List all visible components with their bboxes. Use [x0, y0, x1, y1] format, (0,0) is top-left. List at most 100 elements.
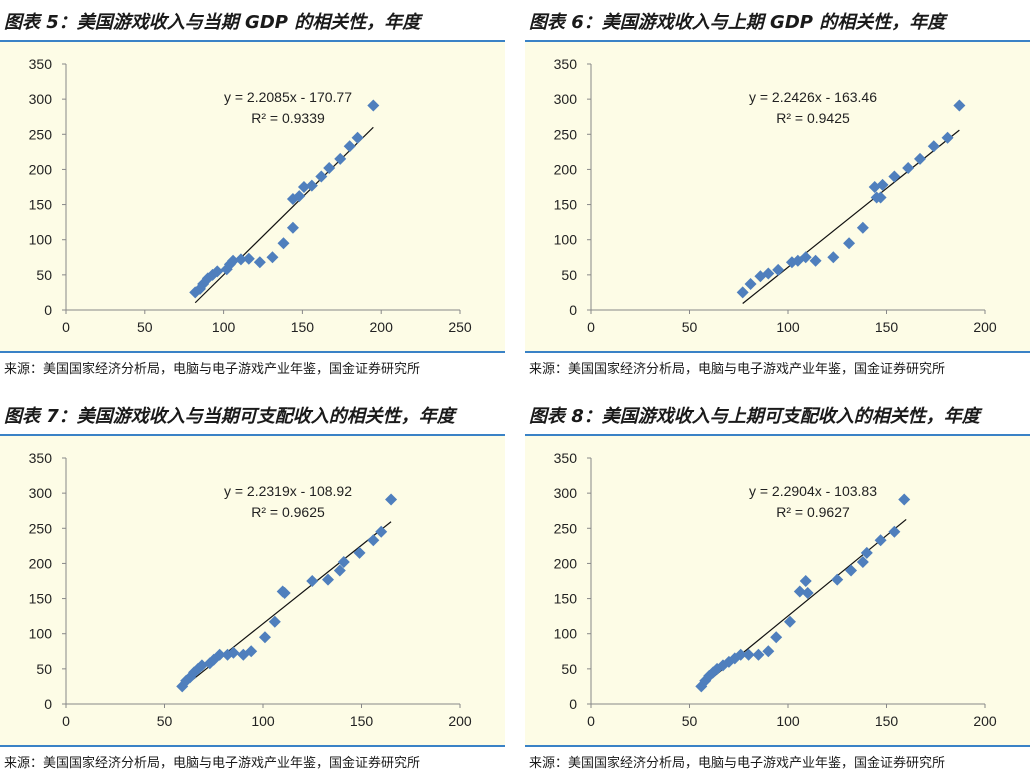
data-point: [253, 256, 266, 269]
scatter-chart: 0 50 100 150 200 250 300 350 0 50 100 150 200 y = 2.2…: [554, 56, 997, 335]
data-point: [367, 534, 380, 547]
data-point: [799, 251, 812, 264]
data-point: [927, 140, 940, 153]
data-point: [353, 546, 366, 559]
x-tick-label: 150: [875, 319, 899, 335]
data-point: [258, 631, 271, 644]
data-point: [793, 585, 806, 598]
x-tick-label: 150: [875, 713, 899, 729]
data-point: [752, 648, 765, 661]
data-point: [245, 645, 258, 658]
x-tick-label: 200: [973, 713, 997, 729]
data-point: [941, 131, 954, 144]
y-tick-label: 250: [29, 126, 53, 142]
plot-area: 0 50 100 150 200 250 300 350 0 50 100 150 200 250 y = …: [0, 42, 505, 351]
y-tick-label: 200: [29, 555, 53, 571]
scatter-chart: 0 50 100 150 200 250 300 350 0 50 100 150 200 y = 2.2…: [554, 450, 997, 729]
y-tick-label: 50: [561, 267, 577, 283]
source-rule: [525, 745, 1030, 747]
x-tick-label: 150: [350, 713, 374, 729]
data-point: [742, 648, 755, 661]
data-point: [315, 170, 328, 183]
x-tick-label: 0: [587, 713, 595, 729]
y-tick-label: 350: [554, 56, 578, 72]
data-point: [888, 170, 901, 183]
data-point: [268, 615, 281, 628]
trendline: [742, 129, 960, 304]
data-point: [242, 252, 255, 265]
data-point: [343, 140, 356, 153]
data-point: [385, 493, 398, 506]
data-point: [211, 265, 224, 278]
y-tick-label: 150: [29, 197, 53, 213]
y-tick-label: 250: [554, 126, 578, 142]
y-tick-label: 100: [29, 626, 53, 642]
data-point: [762, 645, 775, 658]
data-point: [728, 652, 741, 665]
y-tick-label: 150: [29, 591, 53, 607]
data-point: [734, 648, 747, 661]
y-tick-label: 350: [29, 450, 53, 466]
y-tick-label: 150: [554, 591, 578, 607]
data-point: [888, 525, 901, 538]
x-tick-label: 100: [776, 713, 800, 729]
source-note: 来源：美国国家经济分析局，电脑与电子游戏产业年鉴，国金证券研究所: [529, 756, 946, 771]
data-point: [322, 573, 335, 586]
chart-title: 图表 7：美国游戏收入与当期可支配收入的相关性，年度: [4, 406, 455, 427]
data-point: [772, 263, 785, 276]
source-note: 来源：美国国家经济分析局，电脑与电子游戏产业年鉴，国金证券研究所: [529, 362, 946, 377]
data-point: [831, 573, 844, 586]
data-point: [736, 286, 749, 299]
data-point: [799, 575, 812, 587]
source-rule: [0, 745, 505, 747]
data-point: [902, 162, 915, 175]
data-point: [277, 237, 290, 250]
data-point: [323, 162, 336, 175]
x-tick-label: 200: [370, 319, 394, 335]
y-tick-label: 100: [554, 232, 578, 248]
plot-area: 0 50 100 150 200 250 300 350 0 50 100 150 200 y = 2.2…: [0, 436, 505, 745]
data-point: [827, 251, 840, 264]
title-rule: [0, 434, 505, 436]
data-point: [207, 653, 220, 666]
data-point: [266, 251, 279, 264]
chart-panel-8: 图表 8：美国游戏收入与上期可支配收入的相关性，年度 0 50 100 150 200 2…: [525, 394, 1030, 777]
data-point: [953, 99, 966, 112]
data-point: [297, 181, 310, 193]
data-point: [744, 277, 757, 290]
x-tick-label: 100: [251, 713, 275, 729]
chart-title: 图表 5：美国游戏收入与当期 GDP 的相关性，年度: [4, 12, 421, 33]
x-tick-label: 100: [212, 319, 236, 335]
y-tick-label: 300: [29, 91, 53, 107]
y-tick-label: 0: [569, 302, 577, 318]
x-tick-label: 200: [973, 319, 997, 335]
plot-area: 0 50 100 150 200 250 300 350 0 50 100 150 200 y = 2.2…: [525, 436, 1030, 745]
data-point: [876, 178, 889, 191]
data-point: [722, 655, 735, 668]
chart-title: 图表 8：美国游戏收入与上期可支配收入的相关性，年度: [529, 406, 980, 427]
y-tick-label: 50: [36, 661, 52, 677]
data-point: [860, 546, 873, 559]
x-tick-label: 50: [682, 319, 698, 335]
y-tick-label: 100: [554, 626, 578, 642]
y-tick-label: 200: [554, 555, 578, 571]
x-tick-label: 100: [776, 319, 800, 335]
data-point: [809, 254, 822, 267]
source-rule: [0, 351, 505, 353]
r-squared-label: R² = 0.9627: [776, 504, 850, 520]
x-tick-label: 250: [448, 319, 472, 335]
chart-panel-6: 图表 6：美国游戏收入与上期 GDP 的相关性，年度 0 50 100 150 200 2…: [525, 0, 1030, 383]
y-tick-label: 300: [554, 485, 578, 501]
x-tick-label: 200: [448, 713, 472, 729]
data-point: [770, 631, 783, 644]
source-note: 来源：美国国家经济分析局，电脑与电子游戏产业年鉴，国金证券研究所: [4, 362, 421, 377]
y-tick-label: 300: [554, 91, 578, 107]
data-point: [234, 253, 247, 266]
y-tick-label: 150: [554, 197, 578, 213]
data-point: [843, 237, 856, 250]
source-rule: [525, 351, 1030, 353]
data-point: [351, 131, 364, 144]
data-point: [286, 221, 299, 234]
trendline-equation: y = 2.2904x - 103.83: [749, 483, 877, 499]
data-point: [783, 615, 796, 628]
